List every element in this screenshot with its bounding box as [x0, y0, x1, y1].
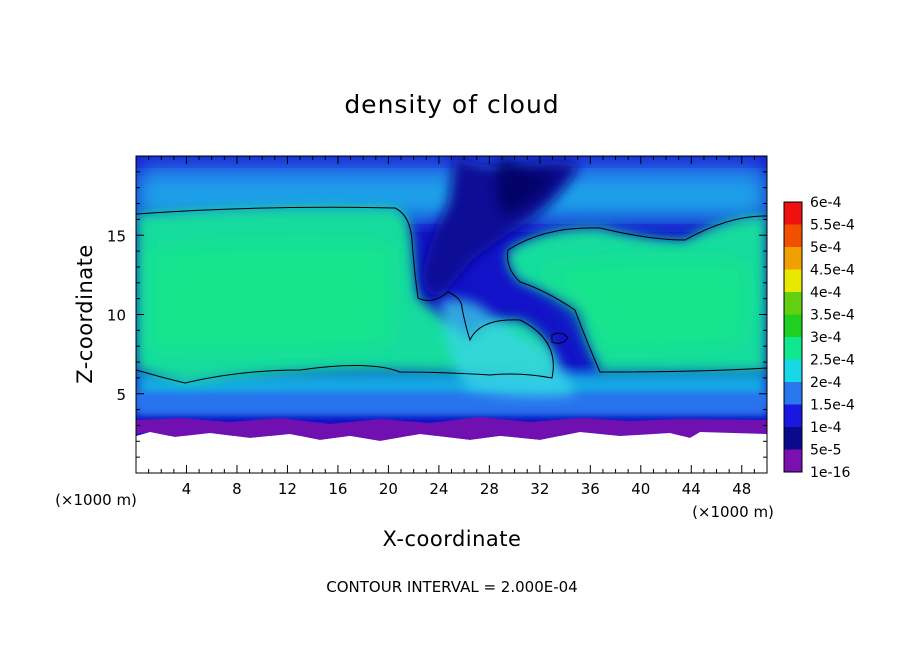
colorbar-label: 4.5e-4	[810, 263, 855, 279]
y-tick-label: 10	[107, 307, 126, 325]
x-tick-label: 48	[732, 480, 751, 498]
colorbar-label: 1e-16	[810, 465, 850, 481]
y-axis: 5 10 15	[107, 171, 767, 458]
y-axis-label: Z-coordinate	[73, 244, 97, 384]
colorbar-label: 2e-4	[810, 375, 842, 391]
y-tick-label: 15	[107, 227, 126, 245]
density-field	[136, 156, 767, 473]
x-tick-label: 8	[232, 480, 242, 498]
contour-line-right	[507, 215, 767, 373]
colorbar-segment	[784, 404, 802, 427]
colorbar-label: 1.5e-4	[810, 398, 855, 414]
x-tick-label: 28	[480, 480, 499, 498]
colorbar-segment	[784, 292, 802, 315]
x-tick-label: 32	[530, 480, 549, 498]
x-tick-label: 12	[278, 480, 297, 498]
colorbar-segment	[784, 224, 802, 247]
x-tick-label: 36	[581, 480, 600, 498]
colorbar-segment	[784, 247, 802, 270]
colorbar-label: 5e-4	[810, 240, 842, 256]
y-tick-label: 5	[116, 386, 126, 404]
colorbar-label: 2.5e-4	[810, 353, 855, 369]
colorbar-label: 3e-4	[810, 330, 842, 346]
colorbar-segment	[784, 382, 802, 405]
x-tick-label: 24	[429, 480, 448, 498]
colorbar-label: 5e-5	[810, 443, 841, 459]
colorbar: 1e-16 5e-5 1e-4 1.5e-4 2e-4 2.5e-4 3e-4 3.5e-4 4…	[783, 195, 855, 481]
contour-loop	[551, 332, 569, 344]
contour-line-left	[136, 206, 554, 384]
colorbar-label: 5.5e-4	[810, 218, 855, 234]
colorbar-label: 3.5e-4	[810, 308, 855, 324]
chart-title: density of cloud	[344, 90, 559, 119]
colorbar-segment	[784, 269, 802, 292]
x-axis-label: X-coordinate	[383, 527, 522, 551]
y-unit-label: (×1000 m)	[55, 491, 137, 509]
colorbar-label: 4e-4	[810, 285, 842, 301]
colorbar-segment	[784, 359, 802, 382]
colorbar-segment	[784, 202, 802, 225]
x-tick-label: 16	[328, 480, 347, 498]
x-tick-label: 4	[182, 480, 192, 498]
colorbar-label: 1e-4	[810, 420, 842, 436]
x-axis: 4 8 12 16 20 24 28 32 36 40 44 48	[148, 156, 755, 498]
x-tick-label: 44	[682, 480, 701, 498]
colorbar-label: 6e-4	[810, 195, 842, 211]
colorbar-segment	[784, 427, 802, 450]
colorbar-segment	[784, 314, 802, 337]
contour-interval-note: CONTOUR INTERVAL = 2.000E-04	[326, 578, 577, 596]
colorbar-segment	[784, 449, 802, 472]
x-tick-label: 40	[631, 480, 650, 498]
colorbar-segment	[784, 337, 802, 360]
x-tick-label: 20	[379, 480, 398, 498]
x-unit-label: (×1000 m)	[692, 503, 774, 521]
colorbar-frame	[783, 201, 803, 473]
